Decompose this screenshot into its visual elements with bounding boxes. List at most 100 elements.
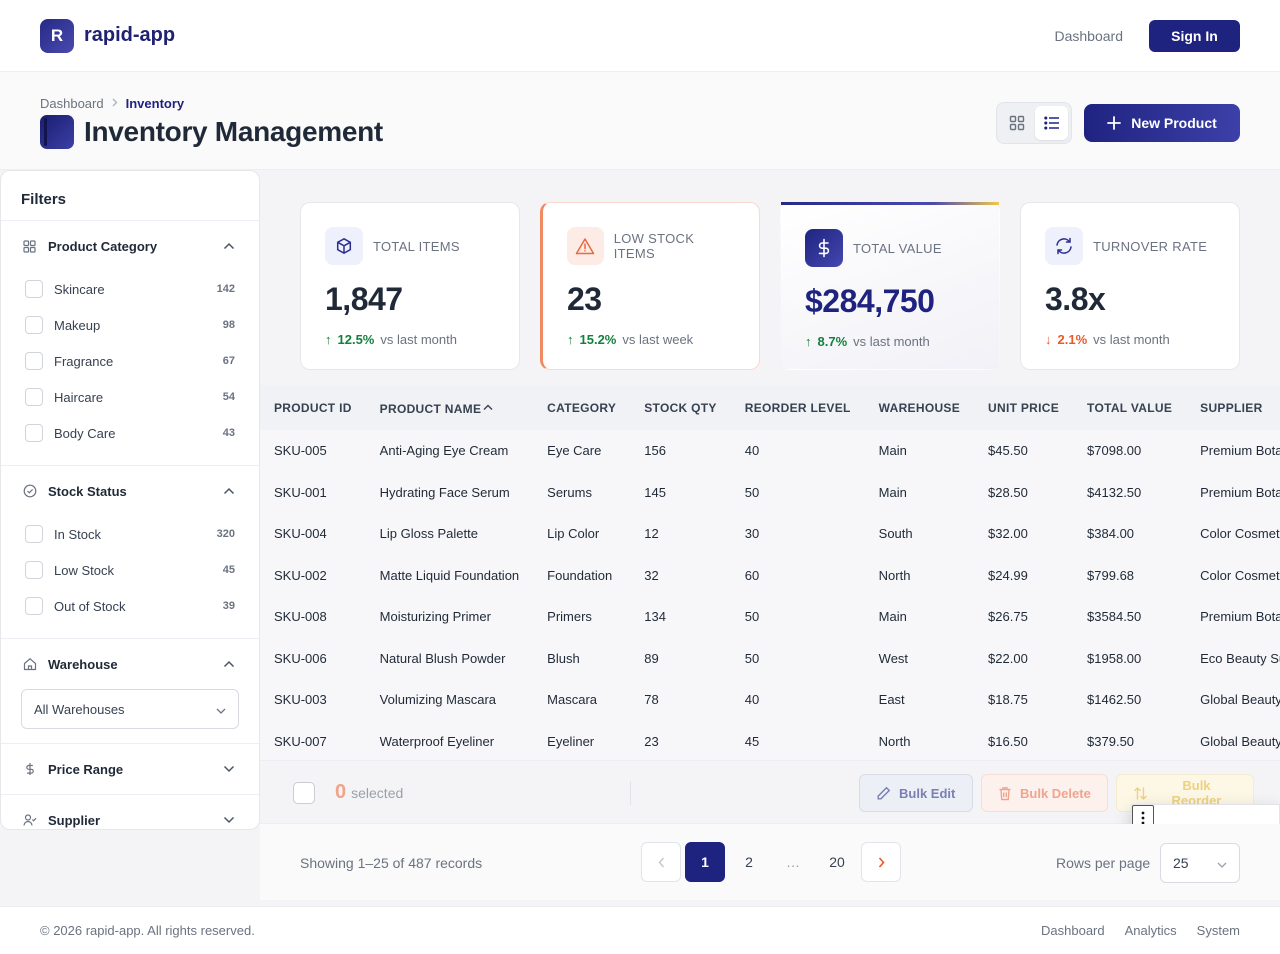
cell-supplier: Global Beauty xyxy=(1200,733,1280,749)
pagination-bar: Showing 1–25 of 487 records 1 2 … 20 Row… xyxy=(260,824,1280,900)
filter-option-low-stock[interactable]: Low Stock 45 xyxy=(1,552,259,588)
cell-supplier: Color Cosmetics xyxy=(1200,526,1280,542)
title-row: Inventory Management xyxy=(40,115,383,149)
cell-total-value: $3584.50 xyxy=(1087,609,1142,625)
column-header-product-name[interactable]: PRODUCT NAME xyxy=(365,385,534,430)
column-header-category[interactable]: CATEGORY xyxy=(533,385,631,430)
option-count: 67 xyxy=(222,355,235,367)
column-header-total-value[interactable]: TOTAL VALUE xyxy=(1073,385,1187,430)
grid-icon xyxy=(1009,115,1024,131)
table-row[interactable]: SKU-004 Lip Gloss Palette Lip Color 12 30 Sou… xyxy=(260,513,1280,555)
table-row[interactable]: SKU-005 Anti-Aging Eye Cream Eye Care 156 40… xyxy=(260,430,1280,472)
bulk-delete-button[interactable]: Bulk Delete xyxy=(981,774,1108,812)
filter-option-out-of-stock[interactable]: Out of Stock 39 xyxy=(1,588,259,624)
checkbox[interactable] xyxy=(25,352,43,370)
option-count: 98 xyxy=(222,319,235,331)
app-name[interactable]: rapid-app xyxy=(84,24,176,46)
chevron-up-icon[interactable] xyxy=(223,657,237,671)
column-header-unit-price[interactable]: UNIT PRICE xyxy=(974,385,1074,430)
cell-reorder-level: 40 xyxy=(744,692,760,708)
filter-option-body-care[interactable]: Body Care 43 xyxy=(1,415,259,451)
footer-link-analytics[interactable]: Analytics xyxy=(1124,923,1177,938)
column-header-product-id[interactable]: PRODUCT ID xyxy=(260,385,366,430)
app-logo[interactable]: R xyxy=(40,18,74,53)
option-label: In Stock xyxy=(54,526,101,542)
breadcrumb-root[interactable]: Dashboard xyxy=(40,96,104,111)
checkbox[interactable] xyxy=(25,597,43,615)
filter-option-skincare[interactable]: Skincare 142 xyxy=(1,271,259,307)
cell-warehouse: Main xyxy=(878,609,907,625)
nav-dashboard-link[interactable]: Dashboard xyxy=(1054,27,1124,44)
table-row[interactable]: SKU-001 Hydrating Face Serum Serums 145 50 Ma… xyxy=(260,472,1280,514)
table-row[interactable]: SKU-008 Moisturizing Primer Primers 134 50 Ma… xyxy=(260,596,1280,638)
next-page-button[interactable] xyxy=(861,842,901,882)
checkbox[interactable] xyxy=(25,561,43,579)
page-button-1[interactable]: 1 xyxy=(685,842,725,882)
option-label: Body Care xyxy=(54,425,116,441)
checkbox[interactable] xyxy=(25,280,43,298)
cell-reorder-level: 60 xyxy=(744,567,760,583)
filter-category-header[interactable]: Product Category xyxy=(1,221,259,271)
cell-category: Lip Color xyxy=(547,526,600,542)
cell-category: Primers xyxy=(547,609,592,625)
cell-warehouse: East xyxy=(878,692,905,708)
warehouse-select[interactable]: All Warehouses xyxy=(21,689,239,729)
column-header-supplier[interactable]: SUPPLIER xyxy=(1186,385,1280,430)
table-row[interactable]: SKU-006 Natural Blush Powder Blush 89 50 West… xyxy=(260,638,1280,680)
column-header-label: PRODUCT NAME xyxy=(379,401,482,416)
checkbox[interactable] xyxy=(25,316,43,334)
prev-page-button[interactable] xyxy=(641,842,681,882)
filter-option-haircare[interactable]: Haircare 54 xyxy=(1,379,259,415)
chevron-up-icon[interactable] xyxy=(223,484,237,498)
trend-arrow-up-icon: ↑ xyxy=(567,332,574,347)
chevron-down-icon[interactable] xyxy=(223,762,237,776)
cell-warehouse: North xyxy=(878,733,911,749)
warning-icon xyxy=(567,227,604,265)
table-row[interactable]: SKU-002 Matte Liquid Foundation Foundation… xyxy=(260,555,1280,597)
cell-supplier: Color Cosmetics xyxy=(1200,567,1280,583)
cell-unit-price: $45.50 xyxy=(988,443,1028,459)
filter-supplier-header[interactable]: Supplier xyxy=(1,795,259,845)
sign-in-button[interactable]: Sign In xyxy=(1149,19,1240,52)
chevron-down-icon[interactable] xyxy=(223,813,237,827)
page-button-20[interactable]: 20 xyxy=(829,854,845,870)
new-product-button[interactable]: New Product xyxy=(1084,104,1240,142)
table-row[interactable]: SKU-003 Volumizing Mascara Mascara 78 40 East… xyxy=(260,679,1280,721)
cell-stock-qty: 23 xyxy=(644,733,659,749)
cell-warehouse: Main xyxy=(878,443,907,459)
filter-option-makeup[interactable]: Makeup 98 xyxy=(1,307,259,343)
plus-icon xyxy=(1107,116,1122,130)
stat-card-total-items: TOTAL ITEMS 1,847 ↑ 12.5% vs last month xyxy=(300,202,520,370)
cell-warehouse: North xyxy=(878,567,911,583)
filter-warehouse-header[interactable]: Warehouse xyxy=(1,639,259,689)
select-all-checkbox[interactable] xyxy=(293,782,315,804)
filter-stock-title: Stock Status xyxy=(48,483,127,499)
footer-link-system[interactable]: System xyxy=(1196,923,1240,938)
column-header-warehouse[interactable]: WAREHOUSE xyxy=(864,385,975,430)
list-view-button[interactable] xyxy=(1035,106,1068,140)
stat-label: TOTAL ITEMS xyxy=(373,238,460,254)
option-count: 45 xyxy=(222,564,235,576)
inventory-table-container: PRODUCT ID PRODUCT NAME CATEGORY STOCK Q… xyxy=(260,385,1280,760)
filter-stock-header[interactable]: Stock Status xyxy=(1,466,259,516)
stat-trend: ↑ 12.5% vs last month xyxy=(325,332,495,347)
checkbox[interactable] xyxy=(25,424,43,442)
table-row[interactable]: SKU-007 Waterproof Eyeliner Eyeliner 23 45 No… xyxy=(260,721,1280,761)
cell-product-id: SKU-007 xyxy=(274,733,327,749)
cell-total-value: $379.50 xyxy=(1087,733,1135,749)
column-header-reorder-level[interactable]: REORDER LEVEL xyxy=(730,385,865,430)
page-button-2[interactable]: 2 xyxy=(745,854,753,870)
sort-ascending-icon[interactable] xyxy=(483,400,493,414)
footer-link-dashboard[interactable]: Dashboard xyxy=(1041,923,1105,938)
bulk-edit-button[interactable]: Bulk Edit xyxy=(859,774,973,812)
chevron-up-icon[interactable] xyxy=(223,239,237,253)
cell-product-id: SKU-006 xyxy=(274,650,327,666)
column-header-stock-qty[interactable]: STOCK QTY xyxy=(630,385,731,430)
checkbox[interactable] xyxy=(25,525,43,543)
filter-option-in-stock[interactable]: In Stock 320 xyxy=(1,516,259,552)
rows-per-page-select[interactable]: 25 xyxy=(1160,843,1240,883)
grid-view-button[interactable] xyxy=(1000,106,1033,140)
filter-price-header[interactable]: Price Range xyxy=(1,744,259,794)
checkbox[interactable] xyxy=(25,388,43,406)
filter-option-fragrance[interactable]: Fragrance 67 xyxy=(1,343,259,379)
